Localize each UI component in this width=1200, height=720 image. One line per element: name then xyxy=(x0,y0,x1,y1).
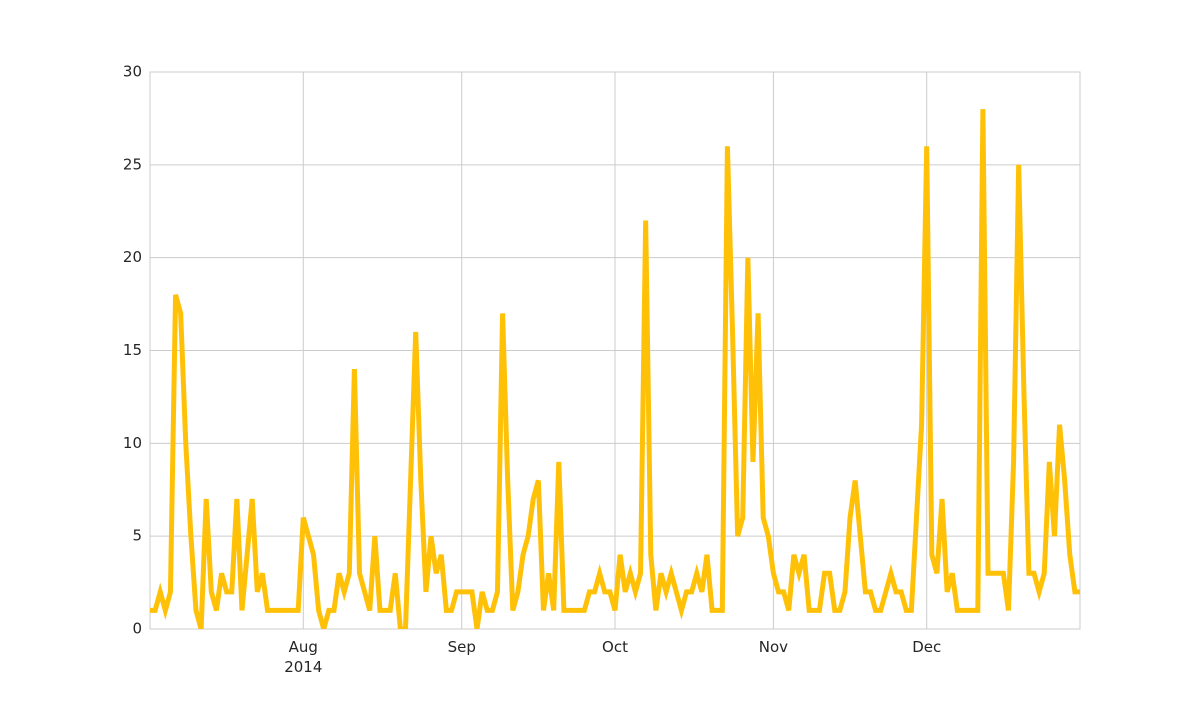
x-tick-label: Sep xyxy=(447,638,476,656)
y-tick-label: 0 xyxy=(132,620,142,638)
y-tick-label: 20 xyxy=(123,248,142,266)
y-tick-label: 25 xyxy=(123,155,142,173)
x-tick-label: Nov xyxy=(758,638,789,656)
x-tick-label: Dec xyxy=(912,638,942,656)
y-tick-label: 10 xyxy=(123,434,142,452)
y-tick-label: 30 xyxy=(123,63,142,81)
x-tick-label: Oct xyxy=(602,638,628,656)
x-tick-label: Aug 2014 xyxy=(284,638,323,676)
y-tick-label: 5 xyxy=(132,527,142,545)
data-line xyxy=(150,109,1080,629)
y-tick-label: 15 xyxy=(123,341,142,359)
plot-frame xyxy=(149,71,1081,630)
